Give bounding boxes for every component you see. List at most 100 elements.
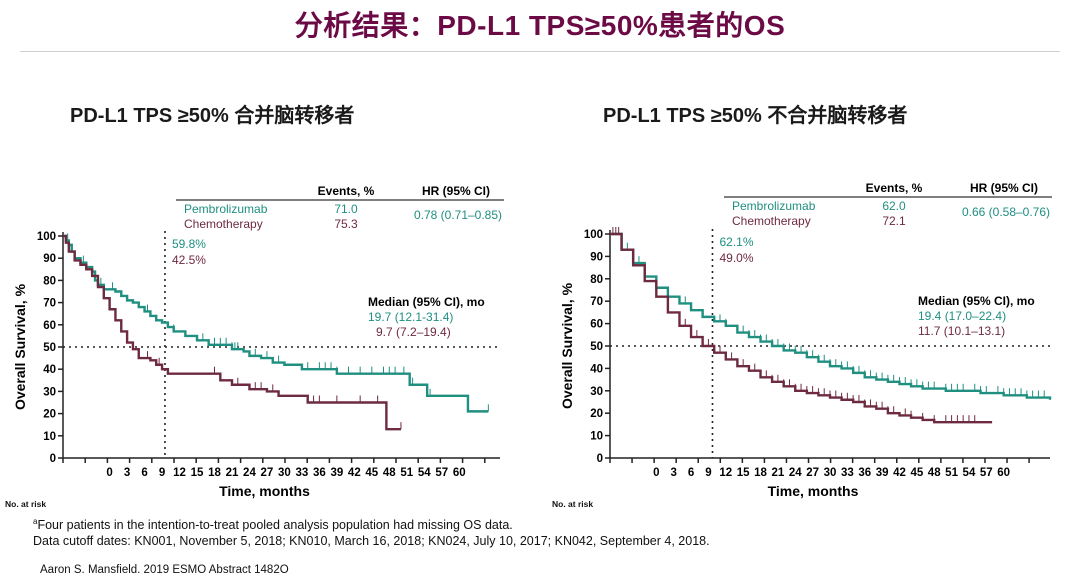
right-y-tick-label: 100 (584, 229, 603, 241)
right-x-tick-label: 15 (737, 467, 750, 479)
right-y-axis-label: Overall Survival, % (559, 282, 575, 409)
left-y-tick-label: 30 (43, 386, 56, 398)
left-y-tick-label: 100 (37, 231, 56, 243)
right-x-tick-label: 27 (806, 467, 819, 479)
left-x-tick-label: 9 (159, 467, 165, 479)
left-x-tick-label: 24 (243, 467, 256, 479)
left-table-hr-value: 0.78 (0.71–0.85) (414, 208, 502, 222)
left-median-pembrolizumab: 19.7 (12.1-31.4) (368, 310, 453, 324)
left-y-tick-label: 50 (43, 342, 56, 354)
right-y-tick-label: 20 (590, 408, 603, 420)
right-x-tick-label: 51 (945, 467, 958, 479)
right-no-at-risk-label: No. at risk (552, 499, 594, 509)
left-x-tick-label: 33 (295, 467, 308, 479)
right-y-tick-label: 90 (590, 251, 603, 263)
right-table-hr-value: 0.66 (0.58–0.76) (962, 205, 1050, 219)
left-landmark-chemotherapy: 42.5% (172, 253, 206, 267)
right-y-tick-label: 0 (597, 453, 603, 465)
right-y-tick-label: 80 (590, 274, 603, 286)
left-y-tick-label: 80 (43, 275, 56, 287)
right-x-tick-label: 9 (705, 467, 711, 479)
left-y-tick-label: 20 (43, 409, 56, 421)
right-x-tick-label: 30 (824, 467, 837, 479)
left-y-tick-label: 90 (43, 253, 56, 265)
right-x-axis-label: Time, months (768, 483, 859, 499)
right-x-tick-label: 24 (789, 467, 802, 479)
left-y-tick-label: 40 (43, 364, 56, 376)
right-table-row-name: Pembrolizumab (732, 199, 816, 213)
left-x-tick-label: 6 (141, 467, 147, 479)
left-x-tick-label: 18 (208, 467, 221, 479)
left-table-header-hr: HR (95% CI) (422, 184, 490, 198)
left-x-tick-label: 30 (278, 467, 291, 479)
left-x-tick-label: 45 (365, 467, 378, 479)
left-median-header: Median (95% CI), mo (368, 295, 485, 309)
citation: Aaron S. Mansfield. 2019 ESMO Abstract 1… (40, 564, 289, 576)
left-y-tick-label: 70 (43, 298, 56, 310)
left-x-tick-label: 60 (453, 467, 466, 479)
left-x-tick-label: 39 (330, 467, 343, 479)
right-x-tick-label: 57 (980, 467, 993, 479)
right-table-header-events: Events, % (866, 181, 923, 195)
right-table-row-name: Chemotherapy (732, 214, 811, 228)
right-median-header: Median (95% CI), mo (918, 294, 1035, 308)
left-table-header-events: Events, % (318, 184, 375, 198)
right-landmark-pembrolizumab: 62.1% (719, 235, 753, 249)
right-x-tick-label: 6 (688, 467, 694, 479)
left-x-tick-label: 21 (226, 467, 239, 479)
right-landmark-chemotherapy: 49.0% (719, 251, 753, 265)
footnote-text-1: Four patients in the intention-to-treat … (37, 518, 513, 533)
page-title: 分析结果：PD-L1 TPS≥50%患者的OS (294, 10, 786, 41)
left-y-tick-label: 0 (50, 453, 56, 465)
left-landmark-pembrolizumab: 59.8% (172, 237, 206, 251)
right-table-row-events: 62.0 (882, 199, 906, 213)
right-median-pembrolizumab: 19.4 (17.0–22.4) (918, 309, 1006, 323)
footnote-line-2: Data cutoff dates: KN001, November 5, 20… (33, 534, 710, 548)
left-panel-title: PD-L1 TPS ≥50% 合并脑转移者 (70, 105, 355, 127)
left-y-tick-label: 10 (43, 431, 56, 443)
right-x-tick-label: 21 (771, 467, 784, 479)
right-y-tick-label: 10 (590, 431, 603, 443)
right-x-tick-label: 18 (754, 467, 767, 479)
right-y-tick-label: 40 (590, 363, 603, 375)
left-x-tick-label: 3 (124, 467, 130, 479)
footnote-superscript: a (33, 517, 38, 526)
right-median-chemotherapy: 11.7 (10.1–13.1) (918, 324, 1005, 338)
right-y-tick-label: 50 (590, 341, 603, 353)
right-x-tick-label: 3 (670, 467, 676, 479)
left-y-axis-label: Overall Survival, % (12, 283, 28, 410)
right-x-tick-label: 45 (910, 467, 923, 479)
left-x-tick-label: 36 (313, 467, 326, 479)
left-x-tick-label: 57 (435, 467, 448, 479)
right-x-tick-label: 54 (963, 467, 976, 479)
left-no-at-risk-label: No. at risk (5, 499, 47, 509)
right-panel-title: PD-L1 TPS ≥50% 不合并脑转移者 (603, 105, 908, 127)
left-x-tick-label: 54 (418, 467, 431, 479)
left-pembrolizumab-curve (63, 234, 489, 413)
left-x-tick-label: 48 (383, 467, 396, 479)
left-median-chemotherapy: 9.7 (7.2–19.4) (376, 325, 451, 339)
right-x-tick-label: 33 (841, 467, 854, 479)
left-y-tick-label: 60 (43, 320, 56, 332)
right-table-header-hr: HR (95% CI) (970, 181, 1038, 195)
right-x-tick-label: 0 (653, 467, 659, 479)
left-table-row-name: Pembrolizumab (184, 202, 268, 216)
right-table-row-events: 72.1 (882, 214, 906, 228)
right-y-tick-label: 70 (590, 296, 603, 308)
left-chemotherapy-curve (63, 234, 401, 431)
title-divider (20, 51, 1060, 52)
right-y-tick-label: 30 (590, 386, 603, 398)
right-x-tick-label: 39 (876, 467, 889, 479)
left-table-row-events: 75.3 (334, 217, 358, 231)
left-table-row-events: 71.0 (334, 202, 358, 216)
right-x-tick-label: 48 (928, 467, 941, 479)
left-x-tick-label: 15 (191, 467, 204, 479)
left-x-tick-label: 0 (106, 467, 112, 479)
left-table-row-name: Chemotherapy (184, 217, 263, 231)
right-x-tick-label: 36 (858, 467, 871, 479)
left-x-tick-label: 51 (400, 467, 413, 479)
footnote-line-1: aFour patients in the intention-to-treat… (33, 517, 513, 532)
right-x-tick-label: 12 (719, 467, 732, 479)
left-x-tick-label: 12 (173, 467, 186, 479)
